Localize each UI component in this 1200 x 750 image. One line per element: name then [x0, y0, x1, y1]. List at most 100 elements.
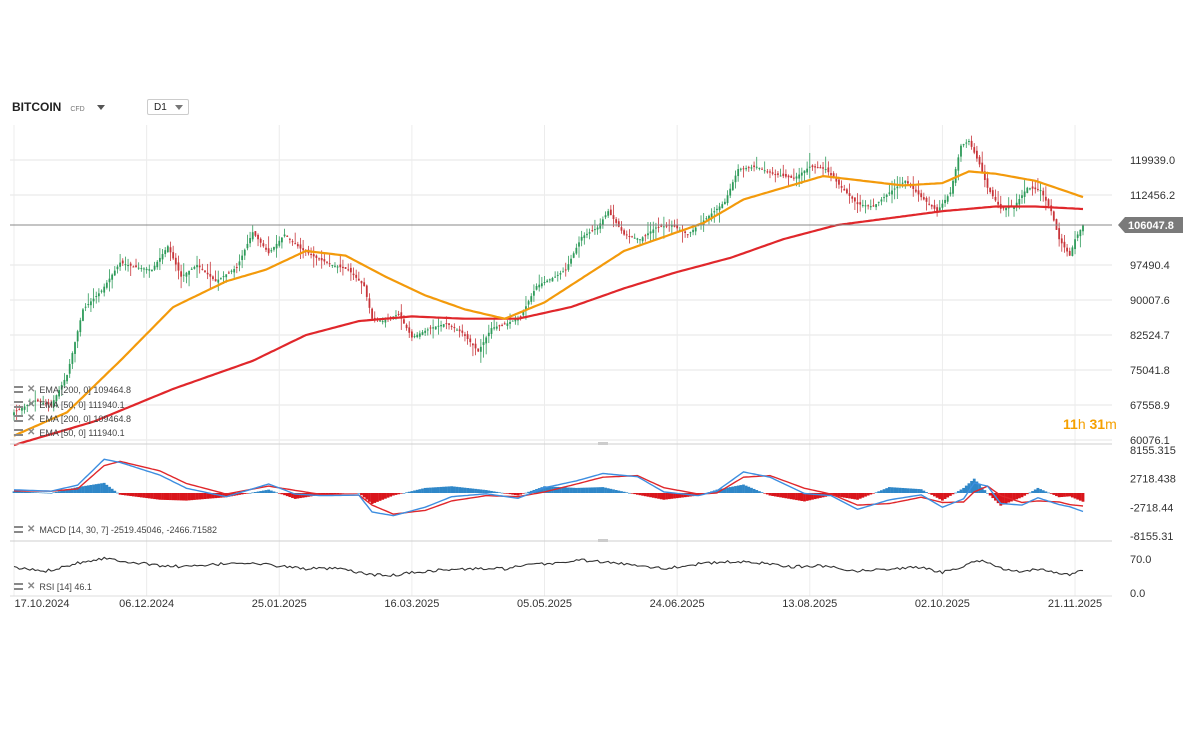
- candle-body: [636, 238, 639, 240]
- ema-legend[interactable]: ✕ EMA [200, 0] 109464.8: [14, 384, 131, 395]
- macd-hist-bar: [866, 493, 870, 496]
- candle-body: [166, 246, 169, 252]
- ema-legend-text: EMA [50, 0] 111940.1: [39, 427, 125, 438]
- candle-body: [395, 315, 397, 317]
- settings-icon[interactable]: [14, 401, 23, 408]
- macd-hist-bar: [1065, 493, 1069, 497]
- rsi-legend[interactable]: ✕ RSI [14] 46.1: [14, 581, 92, 592]
- candle-body: [477, 348, 480, 352]
- macd-hist-bar: [261, 490, 265, 493]
- candle-body: [586, 233, 588, 236]
- candle-body: [320, 258, 323, 261]
- candle-body: [283, 234, 286, 237]
- candle-body: [1005, 207, 1007, 211]
- candle-body: [360, 280, 363, 284]
- macd-hist-bar: [925, 492, 928, 493]
- price-tick-label: 67558.9: [1130, 400, 1170, 412]
- timeframe-select[interactable]: D1: [147, 99, 189, 115]
- candle-body: [689, 232, 692, 234]
- settings-icon[interactable]: [14, 386, 23, 393]
- candle-body: [21, 407, 23, 411]
- chevron-down-icon[interactable]: [96, 104, 105, 110]
- candle-body: [973, 147, 976, 153]
- pane-resize-handle[interactable]: [598, 539, 608, 542]
- macd-hist-bar: [991, 493, 995, 499]
- ema-legend[interactable]: ✕ EMA [50, 0] 111940.1: [14, 399, 125, 410]
- macd-hist-bar: [633, 493, 637, 495]
- macd-hist-bar: [577, 487, 581, 493]
- macd-hist-bar: [1009, 493, 1013, 502]
- close-icon[interactable]: ✕: [27, 399, 36, 410]
- last-price-label: 106047.8: [1118, 216, 1183, 233]
- macd-hist-bar: [296, 493, 300, 499]
- candle-body: [479, 346, 482, 352]
- macd-hist-bar: [811, 493, 814, 500]
- macd-hist-bar: [628, 492, 631, 494]
- candle-body: [816, 167, 819, 169]
- close-icon[interactable]: ✕: [27, 384, 36, 395]
- close-icon[interactable]: ✕: [27, 413, 36, 424]
- candle-body: [74, 342, 76, 354]
- macd-hist-bar: [813, 493, 817, 500]
- candle-body: [172, 252, 175, 259]
- candle-body: [90, 301, 92, 306]
- candles: [13, 135, 1084, 421]
- close-icon[interactable]: ✕: [27, 581, 36, 592]
- symbol-selector[interactable]: BITCOIN CFD: [12, 98, 105, 116]
- macd-hist-bar: [145, 493, 149, 499]
- macd-hist-bar: [150, 493, 154, 499]
- pane-resize-handle[interactable]: [598, 442, 608, 445]
- candle-body: [811, 165, 814, 168]
- candle-body: [469, 338, 472, 343]
- close-icon[interactable]: ✕: [27, 524, 36, 535]
- candle-body: [336, 266, 339, 268]
- macd-hist-bar: [1004, 493, 1008, 504]
- candle-body: [962, 144, 965, 146]
- candle-body: [729, 188, 732, 196]
- candle-body: [296, 244, 299, 247]
- macd-hist-bar: [882, 489, 886, 493]
- candle-body: [334, 265, 336, 267]
- settings-icon[interactable]: [14, 526, 23, 533]
- settings-icon[interactable]: [14, 429, 23, 436]
- candle-body: [840, 186, 843, 188]
- macd-hist-bar: [500, 492, 504, 494]
- macd-hist-bar: [874, 492, 878, 494]
- candle-body: [904, 180, 907, 183]
- candle-body: [1060, 238, 1063, 244]
- candle-body: [1052, 211, 1055, 221]
- candle-body: [1063, 241, 1066, 248]
- candle-body: [559, 273, 562, 275]
- settings-icon[interactable]: [14, 583, 23, 590]
- macd-hist-bar: [269, 490, 273, 493]
- ema-legend[interactable]: ✕ EMA [50, 0] 111940.1: [14, 427, 125, 438]
- macd-hist-bar: [646, 493, 650, 497]
- candle-body: [639, 239, 641, 241]
- candle-body: [694, 227, 697, 232]
- candle-body: [662, 226, 665, 228]
- macd-hist-bar: [606, 488, 610, 494]
- macd-hist-bar: [983, 490, 987, 494]
- candle-body: [357, 278, 360, 281]
- time-tick-label: 05.05.2025: [517, 598, 572, 610]
- macd-hist-bar: [389, 493, 393, 497]
- macd-hist-bar: [1031, 491, 1035, 493]
- macd-hist-bar: [259, 491, 263, 493]
- candle-body: [827, 167, 830, 173]
- candle-body: [87, 304, 90, 306]
- close-icon[interactable]: ✕: [27, 427, 36, 438]
- candle-body: [44, 403, 47, 405]
- macd-hist-bar: [572, 487, 576, 493]
- candle-body: [572, 253, 575, 258]
- macd-hist-bar: [60, 490, 64, 494]
- macd-hist-bar: [720, 488, 724, 494]
- macd-hist-bar: [195, 493, 199, 500]
- macd-legend[interactable]: ✕ MACD [14, 30, 7] -2519.45046, -2466.71…: [14, 524, 217, 535]
- macd-hist-bar: [795, 493, 798, 501]
- candle-body: [949, 192, 952, 195]
- settings-icon[interactable]: [14, 415, 23, 422]
- candle-body: [965, 142, 968, 144]
- candle-body: [1031, 186, 1034, 189]
- ema-legend[interactable]: ✕ EMA [200, 0] 109464.8: [14, 413, 131, 424]
